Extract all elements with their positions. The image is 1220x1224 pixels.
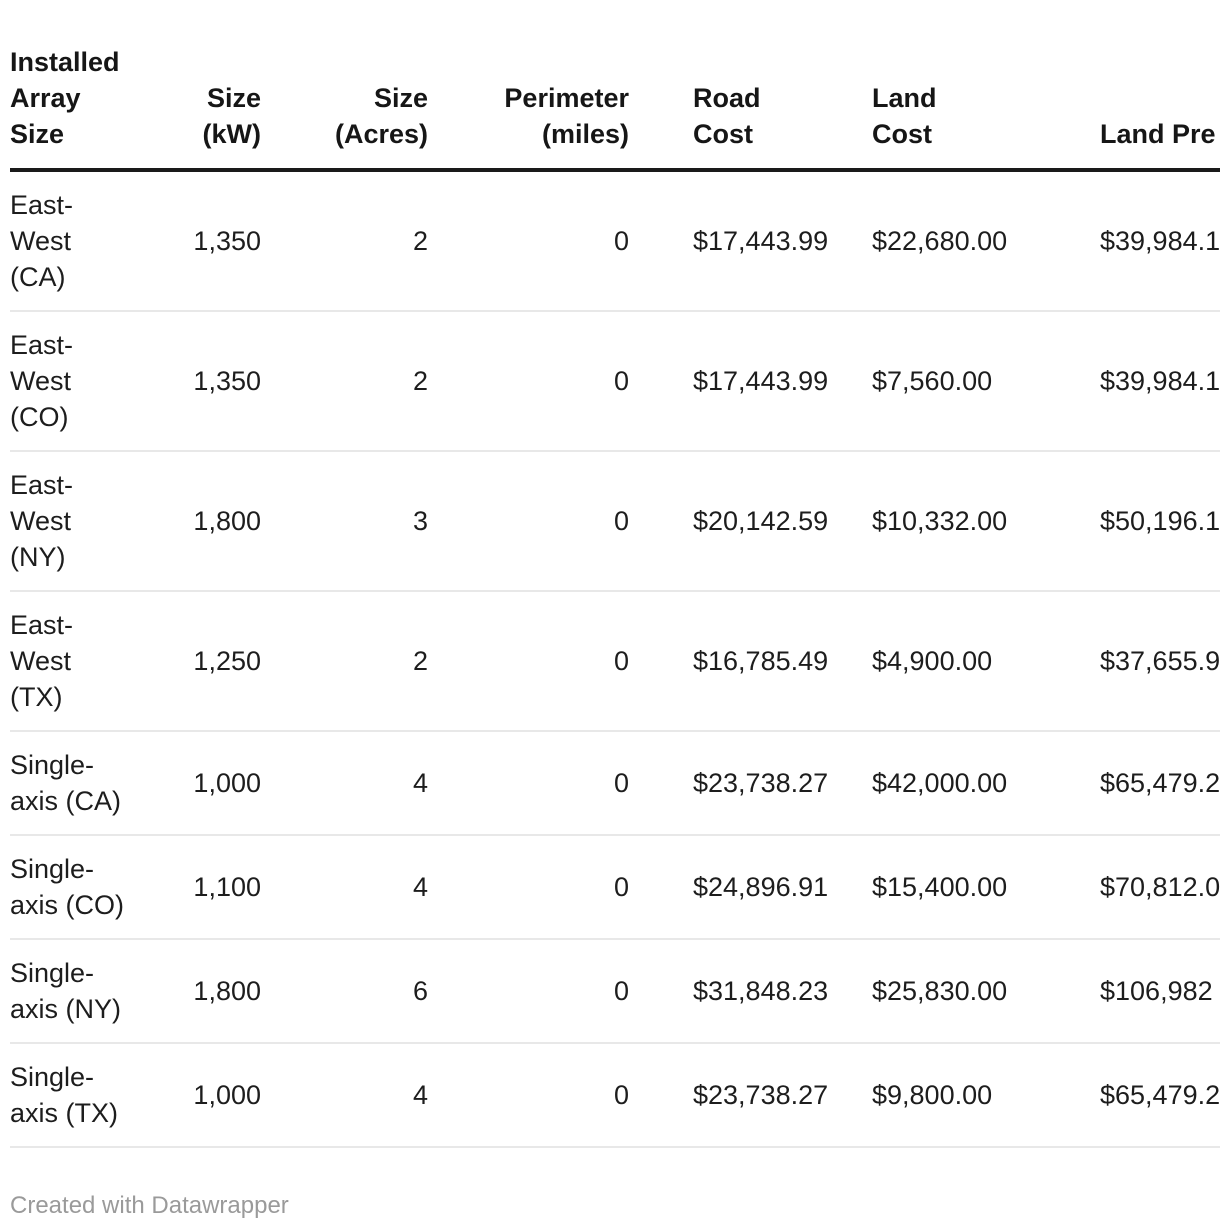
col-header-installed-array-size: Installed Array Size — [10, 44, 170, 172]
cell-size-kw: 1,000 — [170, 1043, 270, 1148]
cell-size-acres: 4 — [270, 731, 437, 836]
cell-array-label: Single- axis (CA) — [10, 731, 170, 836]
cell-perimeter: 0 — [437, 591, 638, 732]
table-row: East- West (CO) 1,350 2 0 $17,443.99 $7,… — [10, 311, 1220, 452]
table-row: Single- axis (CO) 1,100 4 0 $24,896.91 $… — [10, 835, 1220, 940]
cell-size-kw: 1,100 — [170, 835, 270, 940]
cell-size-kw: 1,000 — [170, 731, 270, 836]
cell-size-kw: 1,350 — [170, 311, 270, 452]
cell-land-prep: $37,655.9 — [1100, 591, 1220, 732]
cell-size-kw: 1,800 — [170, 451, 270, 592]
cell-array-label: East- West (CA) — [10, 170, 170, 312]
cell-perimeter: 0 — [437, 731, 638, 836]
cell-land-prep: $106,982 — [1100, 939, 1220, 1044]
cell-land-prep: $65,479.2 — [1100, 731, 1220, 836]
cell-size-acres: 4 — [270, 835, 437, 940]
cell-size-kw: 1,350 — [170, 170, 270, 312]
table-row: East- West (NY) 1,800 3 0 $20,142.59 $10… — [10, 451, 1220, 592]
cell-perimeter: 0 — [437, 170, 638, 312]
cell-size-acres: 2 — [270, 170, 437, 312]
cell-land-prep: $65,479.2 — [1100, 1043, 1220, 1148]
header-row: Installed Array Size Size (kW) Size (Acr… — [10, 44, 1220, 172]
cell-land-cost: $25,830.00 — [872, 939, 1100, 1044]
cell-land-prep: $50,196.1 — [1100, 451, 1220, 592]
cell-size-kw: 1,800 — [170, 939, 270, 1044]
cell-array-label: East- West (TX) — [10, 591, 170, 732]
cell-perimeter: 0 — [437, 451, 638, 592]
footer: Created with Datawrapper — [10, 1192, 1220, 1220]
cell-road-cost: $17,443.99 — [638, 311, 872, 452]
col-header-land-cost: Land Cost — [872, 44, 1100, 172]
cell-road-cost: $17,443.99 — [638, 170, 872, 312]
cell-array-label: East- West (CO) — [10, 311, 170, 452]
cell-land-cost: $22,680.00 — [872, 170, 1100, 312]
datawrapper-credit-link[interactable]: Created with Datawrapper — [10, 1192, 289, 1219]
table-row: Single- axis (NY) 1,800 6 0 $31,848.23 $… — [10, 939, 1220, 1044]
table-body: East- West (CA) 1,350 2 0 $17,443.99 $22… — [10, 170, 1220, 1148]
col-header-size-acres: Size (Acres) — [270, 44, 437, 172]
cell-land-prep: $70,812.0 — [1100, 835, 1220, 940]
col-header-land-prep: Land Pre — [1100, 44, 1220, 172]
cell-array-label: Single- axis (TX) — [10, 1043, 170, 1148]
col-header-perimeter-miles: Perimeter (miles) — [437, 44, 638, 172]
cell-land-cost: $42,000.00 — [872, 731, 1100, 836]
col-header-road-cost: Road Cost — [638, 44, 872, 172]
table-row: Single- axis (TX) 1,000 4 0 $23,738.27 $… — [10, 1043, 1220, 1148]
cell-array-label: East- West (NY) — [10, 451, 170, 592]
cell-road-cost: $23,738.27 — [638, 731, 872, 836]
cell-land-cost: $9,800.00 — [872, 1043, 1100, 1148]
cell-size-acres: 6 — [270, 939, 437, 1044]
table-header: Installed Array Size Size (kW) Size (Acr… — [10, 44, 1220, 172]
table-row: East- West (TX) 1,250 2 0 $16,785.49 $4,… — [10, 591, 1220, 732]
cell-land-cost: $7,560.00 — [872, 311, 1100, 452]
cell-road-cost: $24,896.91 — [638, 835, 872, 940]
cell-road-cost: $23,738.27 — [638, 1043, 872, 1148]
cell-land-cost: $4,900.00 — [872, 591, 1100, 732]
cell-perimeter: 0 — [437, 939, 638, 1044]
cell-size-acres: 3 — [270, 451, 437, 592]
cell-road-cost: $16,785.49 — [638, 591, 872, 732]
cell-land-cost: $15,400.00 — [872, 835, 1100, 940]
cell-array-label: Single- axis (NY) — [10, 939, 170, 1044]
cell-land-prep: $39,984.1 — [1100, 170, 1220, 312]
cell-perimeter: 0 — [437, 311, 638, 452]
cell-land-prep: $39,984.1 — [1100, 311, 1220, 452]
cell-size-acres: 2 — [270, 591, 437, 732]
table-row: East- West (CA) 1,350 2 0 $17,443.99 $22… — [10, 170, 1220, 312]
cell-perimeter: 0 — [437, 1043, 638, 1148]
cell-land-cost: $10,332.00 — [872, 451, 1100, 592]
cell-road-cost: $31,848.23 — [638, 939, 872, 1044]
table-row: Single- axis (CA) 1,000 4 0 $23,738.27 $… — [10, 731, 1220, 836]
cell-size-acres: 2 — [270, 311, 437, 452]
cell-road-cost: $20,142.59 — [638, 451, 872, 592]
col-header-size-kw: Size (kW) — [170, 44, 270, 172]
cell-size-kw: 1,250 — [170, 591, 270, 732]
cell-array-label: Single- axis (CO) — [10, 835, 170, 940]
data-table: Installed Array Size Size (kW) Size (Acr… — [10, 44, 1220, 1148]
cell-size-acres: 4 — [270, 1043, 437, 1148]
cell-perimeter: 0 — [437, 835, 638, 940]
